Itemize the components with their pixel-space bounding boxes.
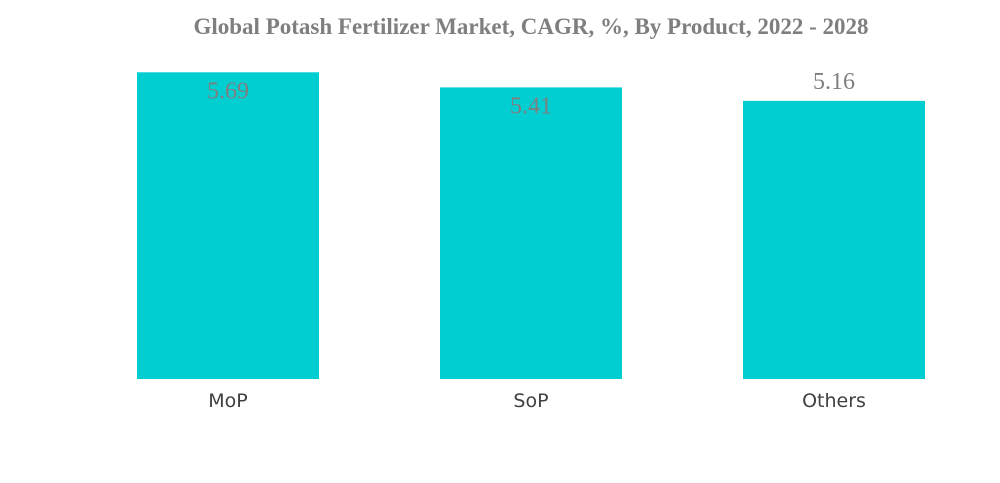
category-label-others: Others <box>802 390 866 412</box>
bar-sop <box>440 87 622 379</box>
value-label-mop: 5.69 <box>207 78 249 104</box>
bar-others <box>743 100 925 379</box>
value-labels-group: 5.69 5.41 5.16 <box>207 69 855 120</box>
bar-mop <box>137 72 319 380</box>
bars-group <box>137 72 925 380</box>
category-label-sop: SoP <box>513 390 548 412</box>
category-label-mop: MoP <box>208 390 247 412</box>
value-label-others: 5.16 <box>813 69 855 95</box>
value-label-sop: 5.41 <box>510 93 552 119</box>
chart-title: Global Potash Fertilizer Market, CAGR, %… <box>193 14 869 39</box>
category-labels-group: MoP SoP Others <box>208 390 866 412</box>
